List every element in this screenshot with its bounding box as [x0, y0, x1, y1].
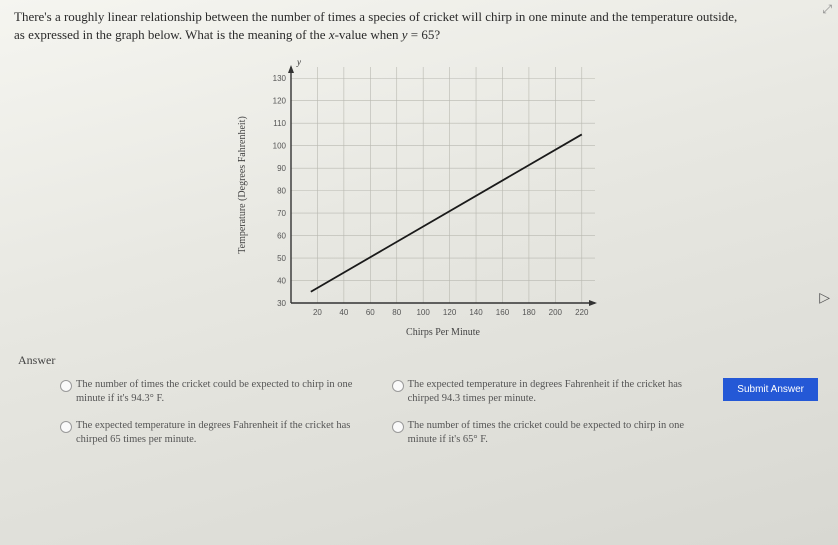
svg-text:80: 80 — [392, 308, 401, 317]
choice-d[interactable]: The number of times the cricket could be… — [392, 419, 700, 446]
svg-text:Temperature (Degrees Fahrenhei: Temperature (Degrees Fahrenheit) — [237, 116, 248, 254]
svg-text:60: 60 — [366, 308, 375, 317]
svg-text:90: 90 — [277, 164, 286, 173]
choice-b[interactable]: The expected temperature in degrees Fahr… — [392, 378, 700, 405]
svg-text:40: 40 — [277, 277, 286, 286]
svg-text:60: 60 — [277, 232, 286, 241]
svg-text:80: 80 — [277, 187, 286, 196]
svg-text:y: y — [296, 57, 301, 67]
question-line1: There's a roughly linear relationship be… — [14, 9, 737, 24]
choice-a[interactable]: The number of times the cricket could be… — [60, 378, 368, 405]
svg-text:30: 30 — [277, 299, 286, 308]
choice-b-text: The expected temperature in degrees Fahr… — [408, 379, 682, 404]
svg-text:70: 70 — [277, 209, 286, 218]
scatter-chart: 30 40 50 60 70 80 90 100 110 120 130 20 40 60 80 100 120… — [229, 53, 609, 343]
svg-text:180: 180 — [522, 308, 536, 317]
svg-text:20: 20 — [313, 308, 322, 317]
question-line2-mid: -value when — [335, 27, 402, 42]
cursor-icon: ▷ — [819, 290, 830, 307]
choice-c[interactable]: The expected temperature in degrees Fahr… — [60, 419, 368, 446]
submit-answer-button[interactable]: Submit Answer — [723, 378, 818, 401]
question-line2-prefix: as expressed in the graph below. What is… — [14, 27, 329, 42]
svg-text:100: 100 — [273, 142, 287, 151]
svg-text:40: 40 — [339, 308, 348, 317]
answer-choices: The number of times the cricket could be… — [0, 374, 838, 447]
svg-text:110: 110 — [273, 119, 286, 128]
question-text: There's a roughly linear relationship be… — [0, 0, 838, 49]
svg-text:Chirps Per Minute: Chirps Per Minute — [406, 327, 480, 338]
choice-d-text: The number of times the cricket could be… — [408, 420, 684, 445]
question-line2-eq: = 65? — [408, 27, 441, 42]
svg-text:140: 140 — [469, 308, 483, 317]
svg-text:120: 120 — [273, 97, 287, 106]
svg-text:120: 120 — [443, 308, 457, 317]
chart-svg: 30 40 50 60 70 80 90 100 110 120 130 20 40 60 80 100 120… — [229, 53, 609, 343]
svg-text:200: 200 — [549, 308, 563, 317]
svg-text:130: 130 — [273, 74, 287, 83]
svg-text:100: 100 — [416, 308, 430, 317]
choice-c-text: The expected temperature in degrees Fahr… — [76, 420, 350, 445]
svg-text:160: 160 — [496, 308, 510, 317]
svg-text:50: 50 — [277, 254, 286, 263]
expand-icon[interactable]: ⤢ — [822, 2, 832, 17]
svg-text:220: 220 — [575, 308, 589, 317]
choice-a-text: The number of times the cricket could be… — [76, 379, 352, 404]
answer-heading: Answer — [0, 343, 838, 374]
